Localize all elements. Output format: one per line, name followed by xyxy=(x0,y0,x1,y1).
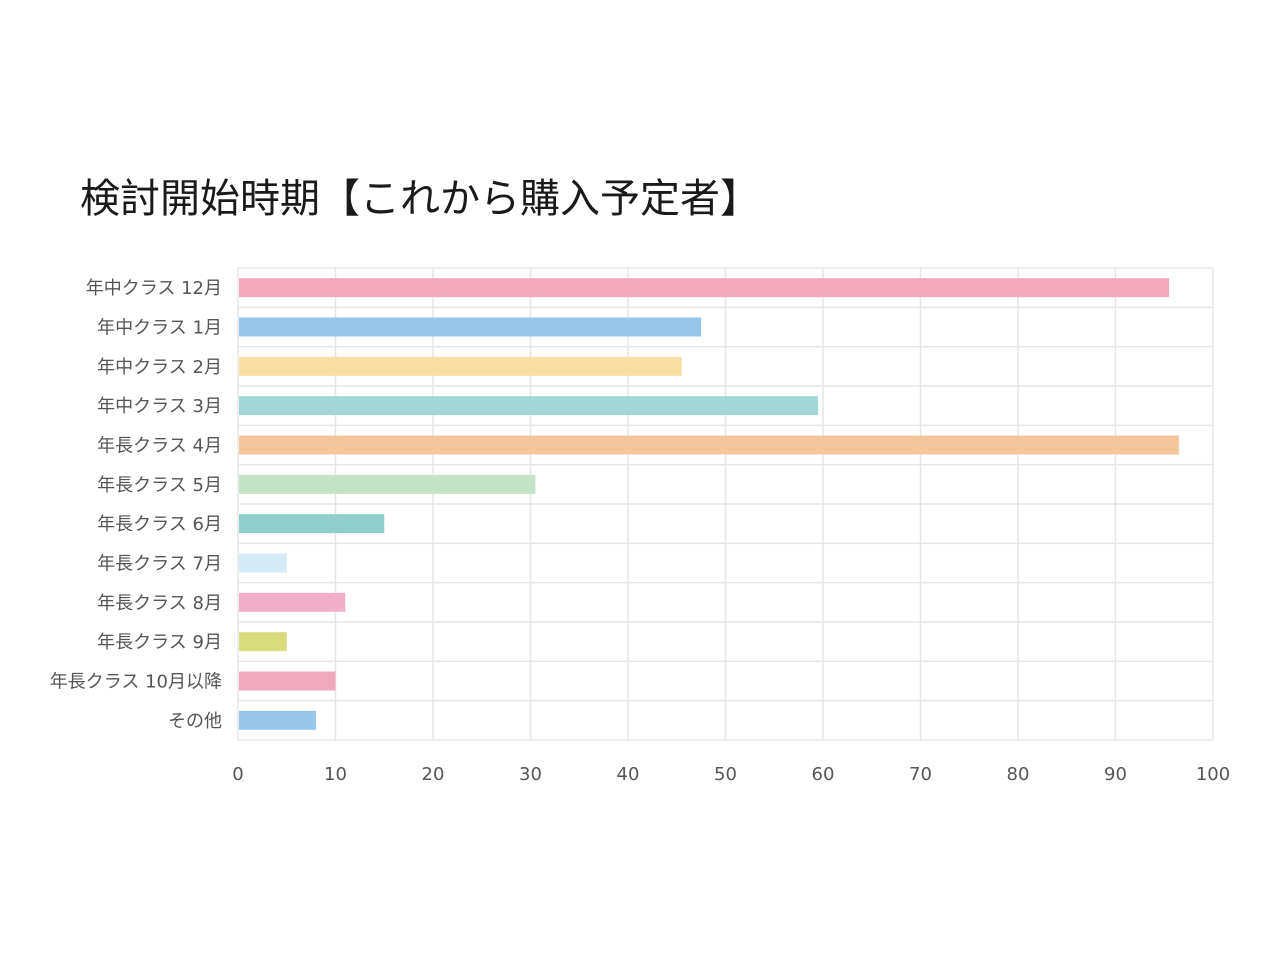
x-tick-label: 50 xyxy=(714,764,737,785)
x-tick-label: 60 xyxy=(812,764,835,785)
bars xyxy=(239,278,1179,730)
category-label: その他 xyxy=(168,711,222,732)
category-label: 年中クラス 2月 xyxy=(97,357,222,378)
bar xyxy=(239,553,287,573)
grid-lines xyxy=(237,267,1214,741)
x-tick-label: 20 xyxy=(422,764,445,785)
bar xyxy=(239,317,702,337)
bar xyxy=(239,710,316,730)
bar xyxy=(239,435,1179,455)
bar xyxy=(239,514,385,534)
x-axis-tick-labels: 0 10 20 30 40 50 60 70 80 90 100 xyxy=(232,764,1230,785)
x-tick-label: 80 xyxy=(1007,764,1030,785)
bar xyxy=(239,396,819,416)
chart-title: 検討開始時期【これから購入予定者】 xyxy=(80,176,760,222)
category-label: 年長クラス 4月 xyxy=(97,436,222,457)
category-label: 年長クラス 9月 xyxy=(97,632,222,653)
x-tick-label: 70 xyxy=(909,764,932,785)
category-label: 年長クラス 7月 xyxy=(97,554,222,575)
x-tick-label: 10 xyxy=(324,764,347,785)
category-label: 年長クラス 6月 xyxy=(97,514,222,535)
category-label: 年長クラス 10月以降 xyxy=(50,672,222,693)
x-tick-label: 90 xyxy=(1104,764,1127,785)
x-tick-label: 100 xyxy=(1196,764,1230,785)
category-label: 年中クラス 12月 xyxy=(86,278,222,299)
bar xyxy=(239,671,336,691)
bar xyxy=(239,278,1170,298)
x-tick-label: 30 xyxy=(519,764,542,785)
category-label: 年長クラス 5月 xyxy=(97,475,222,496)
x-tick-label: 40 xyxy=(617,764,640,785)
category-label: 年長クラス 8月 xyxy=(97,593,222,614)
bar xyxy=(239,632,287,652)
x-tick-label: 0 xyxy=(232,764,243,785)
category-label: 年中クラス 1月 xyxy=(97,318,222,339)
category-label: 年中クラス 3月 xyxy=(97,396,222,417)
bar xyxy=(239,474,536,494)
bar xyxy=(239,592,346,612)
bar xyxy=(239,356,682,376)
